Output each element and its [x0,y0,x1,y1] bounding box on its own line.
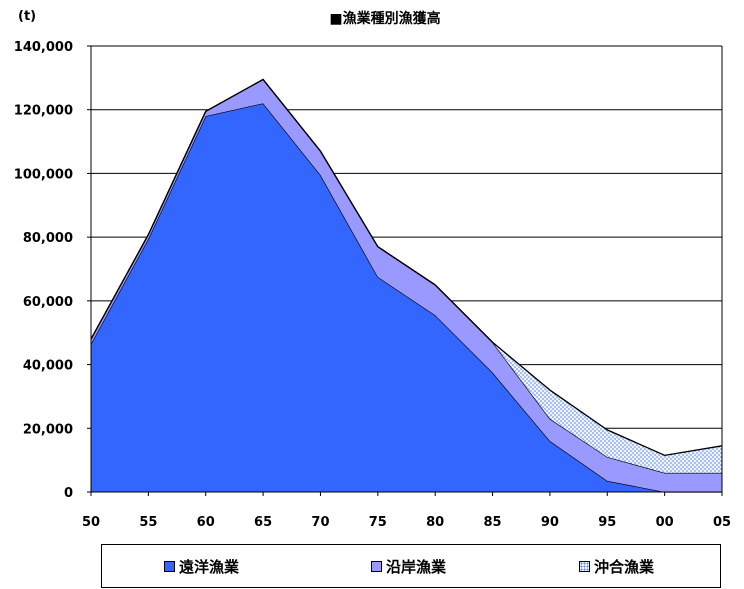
x-tick-label: 95 [598,515,616,530]
y-tick-label: 60,000 [23,295,73,310]
legend-label-offshore: 沖合漁業 [594,558,655,576]
catch-chart: (t) ■漁業種別漁獲高 0 20,000 40,000 60,000 80,000 10… [14,9,731,530]
legend-swatch-coastal [371,561,382,572]
x-tick-label: 00 [656,515,674,530]
x-tick-label: 75 [369,515,387,530]
legend-item-offshore: 沖合漁業 [579,556,654,577]
y-tick-label: 100,000 [14,167,73,182]
x-tick-label: 65 [254,515,272,530]
x-tick-label: 55 [139,515,157,530]
legend-item-coastal: 沿岸漁業 [371,556,446,577]
legend-label-distant: 遠洋漁業 [179,558,240,576]
area-series-1 [91,79,722,492]
y-tick-label: 140,000 [14,40,73,55]
x-tick-label: 90 [541,515,559,530]
y-tick-label: 80,000 [23,231,73,246]
legend-label-coastal: 沿岸漁業 [386,558,447,576]
y-tick-label: 0 [64,486,73,501]
legend: 遠洋漁業 沿岸漁業 沖合漁業 [101,544,721,588]
chart-title: ■漁業種別漁獲高 [329,10,440,27]
x-tick-label: 05 [713,515,731,530]
x-tick-label: 70 [311,515,329,530]
y-tick-label: 20,000 [23,422,73,437]
area-series-0 [91,103,722,492]
x-tick-label: 85 [483,515,501,530]
legend-swatch-distant [164,561,175,572]
x-tick-label: 60 [197,515,215,530]
legend-swatch-offshore [579,561,590,572]
x-tick-label: 50 [82,515,100,530]
y-tick-label: 40,000 [23,359,73,374]
y-tick-label: 120,000 [14,104,73,119]
area-edge-2 [90,78,723,457]
legend-item-distant: 遠洋漁業 [164,556,239,577]
unit-label: (t) [18,9,36,24]
x-tick-label: 80 [426,515,444,530]
